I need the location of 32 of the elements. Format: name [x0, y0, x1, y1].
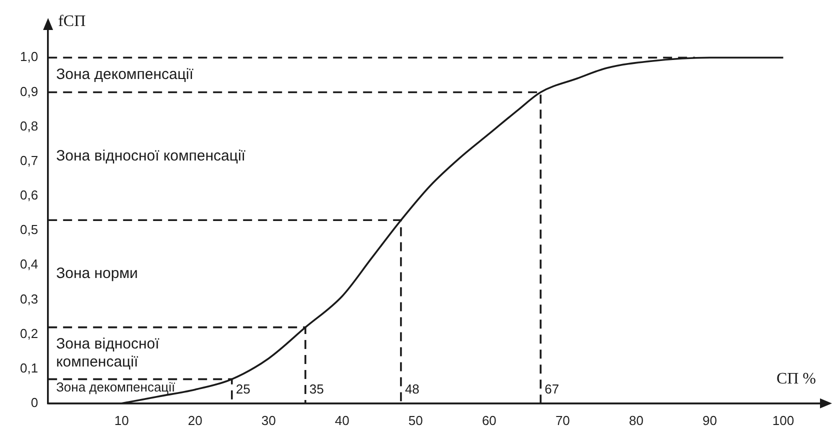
annotation: Зона норми [56, 264, 138, 282]
annotation: Зона відносної компенсації [56, 335, 160, 370]
x-tick-label: 10 [114, 412, 129, 428]
y-tick-label: 1,0 [20, 49, 38, 64]
x-tick-label: 60 [482, 412, 496, 428]
y-tick-label: 0,5 [20, 222, 38, 238]
y-tick-label: 0,3 [20, 291, 38, 306]
x-tick-label: 80 [628, 412, 644, 428]
y-tick-label: 0 [30, 394, 38, 410]
x-tick-label: 20 [188, 412, 202, 428]
y-tick-label: 0,8 [20, 118, 38, 134]
annotation: 67 [544, 382, 560, 397]
annotation: 25 [236, 382, 250, 397]
x-tick-label: 40 [334, 412, 350, 428]
annotation: Зона декомпенсації [56, 379, 176, 394]
y-tick-label: 0,1 [20, 360, 38, 376]
x-tick-label: 90 [702, 412, 717, 428]
y-tick-label: 0,2 [20, 326, 38, 341]
y-axis-title: fСП [58, 13, 86, 30]
annotation: 35 [309, 382, 324, 397]
y-tick-label: 0,4 [20, 256, 38, 272]
y-tick-label: 0,7 [20, 152, 38, 168]
x-tick-label: 70 [555, 412, 570, 428]
annotation: 48 [404, 382, 420, 397]
x-axis-title: СП % [776, 370, 816, 388]
annotation: Зона відносної компенсації [56, 147, 246, 164]
x-tick-label: 50 [408, 412, 423, 428]
y-tick-label: 0,9 [20, 84, 38, 99]
x-tick-label: 100 [772, 412, 794, 428]
y-tick-label: 0,6 [20, 188, 38, 203]
x-tick-label: 30 [261, 412, 276, 428]
annotation: Зона декомпенсації [56, 66, 194, 84]
